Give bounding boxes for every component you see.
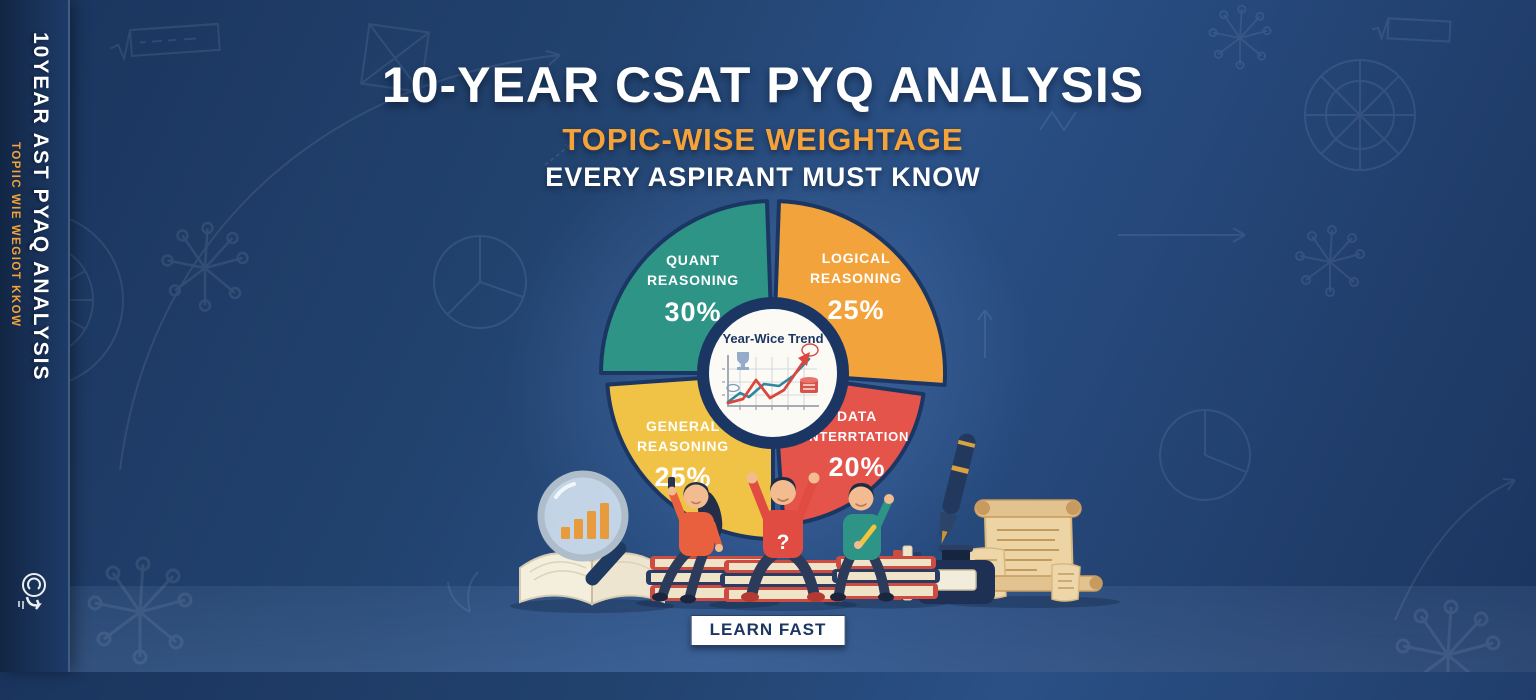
pen-illustration	[939, 433, 976, 544]
question-mark-shirt: ?	[777, 531, 790, 554]
page-title: 10-YEAR CSAT PYQ ANALYSIS	[381, 57, 1145, 113]
tip-circle-doodle	[801, 343, 819, 357]
center-disc	[709, 309, 837, 437]
pie-label-general-2: REASONING	[637, 438, 729, 454]
trend-line-red	[726, 356, 808, 405]
bar-chart-in-lens-icon	[561, 503, 609, 539]
pie-label-logical-1: LOGICAL	[822, 250, 891, 266]
pie-value-quant: 30%	[664, 297, 721, 327]
mini-trend-chart: Year-Wice Trend	[722, 331, 824, 410]
pie-value-logical: 25%	[827, 295, 884, 325]
pie-label-data-2: INTERRTATION	[805, 429, 909, 444]
left-spine: 10YEAR AST PYAQ ANALYSIS TOPIIC WIE WEGI…	[0, 0, 70, 672]
vignette-overlay	[0, 0, 1536, 672]
pie-label-quant-1: QUANT	[666, 252, 720, 268]
student-man-check	[830, 483, 894, 602]
student-man-cheering: ?	[741, 472, 825, 602]
pie-label-quant-2: REASONING	[647, 272, 739, 288]
brand-logo-icon	[18, 573, 46, 610]
magnifier-illustration	[537, 470, 629, 586]
mini-chart-axes	[727, 355, 819, 407]
spine-title-vertical: 10YEAR AST PYAQ ANALYSIS	[29, 32, 52, 382]
pie-label-logical-2: REASONING	[810, 270, 902, 286]
mini-chart-title: Year-Wice Trend	[722, 331, 823, 346]
header: 10-YEAR CSAT PYQ ANALYSIS TOPIC-WISE WEI…	[60, 56, 1466, 193]
pie-value-data: 20%	[828, 452, 885, 482]
pie-chart: QUANT REASONING 30% LOGICAL REASONING 25…	[599, 199, 948, 541]
scribble-doodle-icon	[726, 383, 740, 393]
pie-label-data-1: DATA	[837, 408, 877, 424]
student-woman	[652, 477, 723, 604]
page-tagline: EVERY ASPIRANT MUST KNOW	[545, 162, 981, 192]
page-subtitle: TOPIC-WISE WEIGHTAGE	[562, 122, 964, 157]
learn-fast-button[interactable]: LEARN FAST	[690, 615, 846, 646]
drum-doodle-icon	[800, 377, 818, 393]
illustration-scene: ?	[510, 433, 1120, 613]
pie-label-general-1: GENERAL	[646, 418, 720, 434]
trophy-doodle-icon	[737, 352, 749, 370]
spine-subtitle-vertical: TOPIIC WIE WEGIOT KKOW	[9, 142, 21, 328]
